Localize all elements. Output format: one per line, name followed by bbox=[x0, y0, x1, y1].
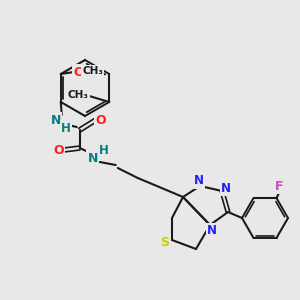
Text: CH₃: CH₃ bbox=[82, 66, 103, 76]
Text: N: N bbox=[194, 175, 204, 188]
Text: F: F bbox=[275, 180, 284, 193]
Text: N: N bbox=[207, 224, 217, 238]
Text: N: N bbox=[221, 182, 231, 194]
Text: O: O bbox=[95, 113, 106, 127]
Text: CH₃: CH₃ bbox=[68, 90, 89, 100]
Text: O: O bbox=[53, 143, 64, 157]
Text: N: N bbox=[88, 152, 98, 164]
Text: N: N bbox=[51, 113, 61, 127]
Text: H: H bbox=[99, 143, 109, 157]
Text: H: H bbox=[61, 122, 71, 134]
Text: O: O bbox=[74, 65, 84, 79]
Text: S: S bbox=[160, 236, 169, 248]
